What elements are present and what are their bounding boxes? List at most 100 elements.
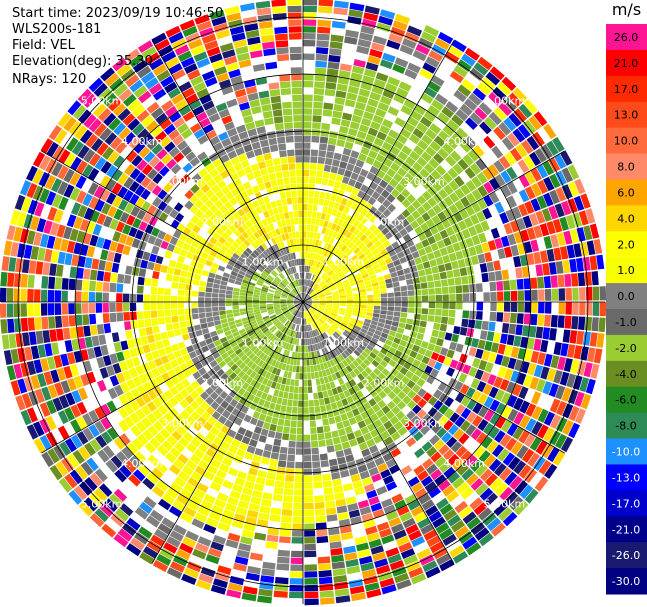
- velocity-gate: [318, 0, 334, 7]
- velocity-gate: [499, 486, 513, 501]
- velocity-gate: [391, 493, 404, 504]
- velocity-gate: [394, 302, 401, 307]
- velocity-gate: [292, 197, 298, 204]
- velocity-gate: [380, 332, 389, 339]
- velocity-gate: [111, 262, 120, 273]
- velocity-gate: [180, 327, 188, 335]
- velocity-gate: [515, 324, 523, 336]
- velocity-gate: [294, 259, 297, 266]
- velocity-gate: [226, 348, 235, 356]
- velocity-gate: [379, 414, 389, 424]
- velocity-gate: [319, 281, 325, 287]
- velocity-gate: [275, 368, 281, 376]
- velocity-gate: [282, 308, 289, 313]
- velocity-gate: [206, 316, 214, 323]
- velocity-gate: [373, 137, 384, 147]
- velocity-gate: [136, 209, 147, 220]
- velocity-gate: [473, 62, 489, 76]
- velocity-gate: [412, 384, 421, 394]
- velocity-gate: [278, 314, 285, 320]
- velocity-gate: [185, 530, 199, 542]
- velocity-gate: [427, 407, 438, 418]
- velocity-gate: [351, 342, 358, 349]
- velocity-gate: [1, 256, 10, 271]
- velocity-gate: [313, 284, 319, 290]
- velocity-gate: [285, 254, 290, 261]
- velocity-gate: [215, 324, 223, 331]
- velocity-gate: [34, 317, 42, 331]
- velocity-gate: [296, 183, 303, 190]
- velocity-gate: [269, 514, 281, 522]
- velocity-gate: [388, 249, 397, 257]
- velocity-gate: [529, 151, 542, 166]
- velocity-gate: [171, 315, 179, 323]
- velocity-gate: [488, 271, 496, 282]
- velocity-gate: [526, 227, 537, 240]
- colorbar-swatch: [606, 360, 647, 388]
- velocity-gate: [304, 304, 310, 309]
- velocity-gate: [281, 306, 288, 310]
- velocity-gate: [507, 408, 519, 422]
- velocity-gate: [305, 338, 308, 346]
- velocity-gate: [533, 225, 543, 239]
- velocity-gate: [458, 432, 470, 445]
- velocity-gate: [161, 372, 171, 382]
- velocity-gate: [323, 265, 329, 272]
- velocity-gate: [283, 426, 290, 434]
- velocity-gate: [148, 360, 157, 370]
- velocity-gate: [335, 371, 342, 379]
- velocity-gate: [311, 294, 318, 298]
- velocity-gate: [258, 334, 266, 341]
- velocity-gate: [318, 293, 325, 297]
- velocity-gate: [229, 352, 237, 360]
- velocity-gate: [188, 266, 197, 273]
- velocity-gate: [549, 173, 561, 189]
- velocity-gate: [216, 227, 225, 236]
- velocity-gate: [161, 50, 177, 63]
- velocity-gate: [173, 229, 182, 239]
- velocity-gate: [349, 333, 357, 340]
- velocity-gate: [257, 470, 267, 479]
- velocity-gate: [453, 428, 465, 440]
- velocity-gate: [315, 277, 321, 283]
- velocity-gate: [536, 164, 549, 179]
- velocity-gate: [546, 368, 557, 382]
- velocity-gate: [281, 334, 287, 341]
- velocity-gate: [69, 187, 81, 201]
- velocity-gate: [368, 327, 376, 334]
- velocity-gate: [125, 265, 133, 275]
- velocity-gate: [171, 38, 187, 50]
- velocity-gate: [339, 344, 346, 352]
- velocity-gate: [285, 135, 294, 143]
- velocity-gate: [542, 160, 555, 176]
- velocity-gate: [344, 284, 351, 289]
- velocity-gate: [147, 334, 155, 344]
- velocity-gate: [279, 150, 287, 158]
- velocity-gate: [306, 318, 309, 325]
- velocity-gate: [99, 189, 111, 202]
- velocity-gate: [292, 523, 303, 530]
- velocity-gate: [316, 278, 322, 284]
- velocity-gate: [386, 315, 394, 321]
- velocity-gate: [555, 261, 564, 274]
- velocity-gate: [369, 91, 382, 101]
- velocity-gate: [266, 472, 276, 480]
- velocity-gate: [386, 168, 397, 178]
- velocity-gate: [0, 287, 7, 302]
- velocity-gate: [182, 162, 193, 173]
- velocity-gate: [230, 341, 238, 348]
- velocity-gate: [261, 146, 271, 154]
- velocity-gate: [220, 372, 229, 381]
- velocity-gate: [198, 297, 205, 302]
- velocity-gate: [138, 327, 147, 337]
- velocity-gate: [266, 305, 274, 308]
- velocity-gate: [75, 291, 82, 302]
- velocity-gate: [341, 237, 349, 245]
- velocity-gate: [26, 360, 37, 376]
- velocity-gate: [434, 93, 448, 106]
- velocity-gate: [443, 356, 452, 367]
- velocity-gate: [356, 222, 365, 231]
- velocity-gate: [312, 461, 321, 469]
- velocity-gate: [329, 359, 336, 367]
- velocity-gate: [282, 108, 293, 116]
